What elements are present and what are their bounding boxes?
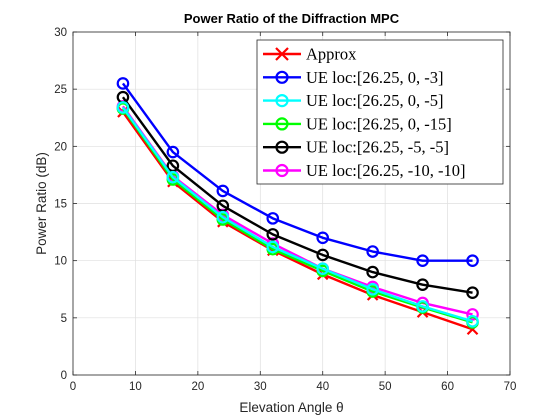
series-2 [116, 77, 479, 267]
legend-label: UE loc:[26.25, -10, -10] [306, 161, 465, 180]
x-tick-label: 40 [316, 381, 329, 393]
data-point-marker [266, 228, 280, 241]
x-tick-label: 20 [191, 381, 204, 393]
legend-label: Approx [306, 45, 357, 64]
data-point-marker [275, 47, 289, 61]
y-tick-label: 15 [54, 199, 67, 211]
legend-box [256, 39, 504, 185]
data-point-marker [466, 286, 479, 299]
y-tick-label: 30 [54, 27, 67, 39]
data-point-marker [275, 70, 289, 84]
data-point-marker [466, 308, 479, 321]
ticks [72, 31, 511, 376]
data-point-marker [416, 300, 429, 313]
data-point-marker [275, 117, 289, 131]
y-tick-label: 25 [54, 84, 67, 96]
series-line [121, 96, 473, 294]
y-tick-labels: 0 5 10 15 20 25 30 [54, 27, 67, 382]
y-tick-label: 10 [54, 256, 67, 268]
legend-entry: UE loc:[26.25, 0, -3] [263, 68, 443, 87]
series-line [121, 107, 473, 324]
data-point-marker [466, 314, 479, 328]
series-line [121, 106, 473, 323]
x-tick-label: 70 [504, 381, 517, 393]
data-point-marker [166, 170, 180, 184]
y-tick-label: 5 [61, 313, 67, 325]
series-group [116, 77, 479, 336]
series-3 [116, 101, 479, 328]
data-point-marker [316, 231, 330, 245]
data-point-marker [416, 254, 429, 267]
x-tick-label: 30 [254, 381, 267, 393]
legend-entry: UE loc:[26.25, 0, -5] [263, 91, 443, 110]
data-point-marker [366, 282, 379, 296]
chart-title: Power Ratio of the Diffraction MPC [184, 11, 400, 26]
data-point-marker [275, 163, 289, 178]
y-axis-label: Power Ratio (dB) [34, 152, 49, 255]
legend-label: UE loc:[26.25, 0, -15] [306, 114, 452, 133]
legend-label: UE loc:[26.25, 0, -5] [306, 91, 443, 110]
x-tick-label: 50 [379, 381, 392, 393]
data-point-marker [216, 210, 230, 224]
legend-entry: Approx [263, 45, 357, 64]
legend-entry: UE loc:[26.25, 0, -15] [263, 114, 452, 133]
data-point-marker [275, 140, 289, 154]
data-point-marker [166, 145, 180, 159]
data-point-marker [416, 278, 429, 291]
data-point-marker [316, 262, 330, 275]
data-point-marker [275, 93, 289, 108]
x-axis-label: Elevation Angle θ [239, 400, 343, 415]
data-point-marker [116, 77, 130, 90]
x-tick-labels: 0 10 20 30 40 50 60 70 [70, 381, 517, 393]
x-tick-label: 60 [441, 381, 454, 393]
x-tick-label: 0 [70, 381, 76, 393]
data-point-marker [266, 240, 280, 254]
legend-entry: UE loc:[26.25, -5, -5] [263, 138, 449, 157]
series-line [121, 82, 473, 262]
legend-entries: Approx UE loc:[26.25, 0, -3] UE loc:[26.25… [263, 45, 465, 180]
series-5 [116, 90, 479, 299]
legend-label: UE loc:[26.25, 0, -3] [306, 68, 443, 87]
legend: Approx UE loc:[26.25, 0, -3] UE loc:[26.25… [256, 39, 504, 185]
data-point-marker [366, 245, 379, 258]
data-point-marker [216, 184, 230, 198]
legend-label: UE loc:[26.25, -5, -5] [306, 138, 449, 157]
data-point-marker [266, 212, 280, 225]
legend-entry: UE loc:[26.25, -10, -10] [263, 161, 465, 180]
data-point-marker [366, 265, 379, 279]
data-point-marker [466, 254, 479, 267]
y-tick-label: 20 [54, 141, 67, 153]
data-point-marker [316, 248, 330, 262]
y-tick-label: 0 [61, 370, 67, 382]
series-line [121, 111, 473, 331]
x-tick-label: 10 [129, 381, 142, 393]
data-point-marker [116, 101, 130, 114]
